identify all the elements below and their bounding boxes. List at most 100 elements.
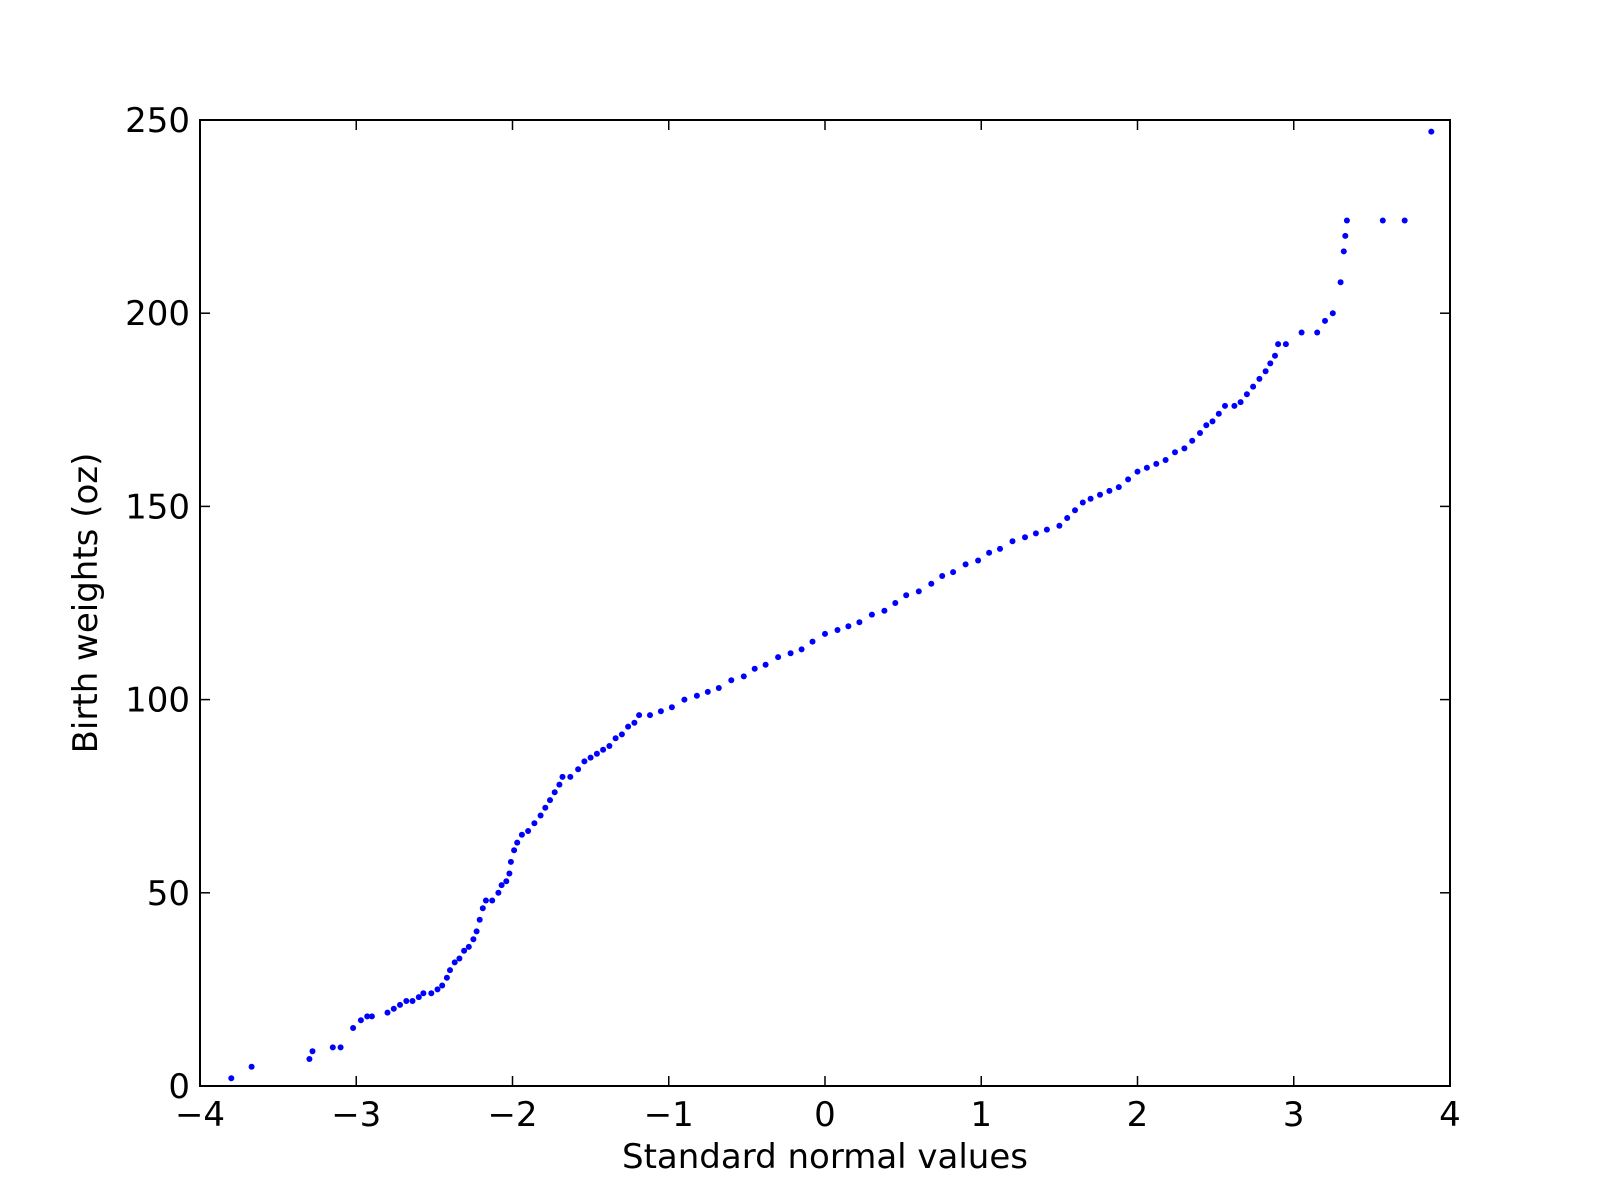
data-point <box>456 955 463 962</box>
y-axis-label: Birth weights (oz) <box>66 453 106 754</box>
data-point <box>1203 422 1210 429</box>
data-point <box>518 831 525 838</box>
data-point <box>1153 460 1160 467</box>
data-point <box>618 731 625 738</box>
data-point <box>403 998 410 1004</box>
data-point <box>1022 534 1028 541</box>
data-point <box>1428 128 1435 135</box>
data-point <box>473 928 480 935</box>
data-point <box>537 812 544 819</box>
y-tick-label: 100 <box>125 681 190 721</box>
data-point <box>762 661 769 668</box>
y-tick-label: 50 <box>147 874 190 914</box>
data-point <box>798 646 805 653</box>
data-point <box>531 820 538 827</box>
data-point <box>751 665 758 672</box>
data-point <box>892 600 899 606</box>
data-point <box>1282 341 1289 348</box>
data-point <box>1256 375 1263 382</box>
data-point <box>1267 360 1274 367</box>
data-point <box>775 654 782 661</box>
data-point <box>575 766 582 773</box>
x-tick-label: −2 <box>487 1095 537 1135</box>
data-point <box>337 1044 344 1051</box>
data-point <box>587 754 594 761</box>
data-point <box>476 916 483 923</box>
data-point <box>415 994 422 1001</box>
data-point <box>1043 526 1050 533</box>
data-point <box>1298 329 1305 336</box>
data-point <box>397 1001 403 1008</box>
data-point <box>470 936 477 943</box>
data-point <box>1134 468 1141 475</box>
data-point <box>495 889 502 896</box>
data-point <box>881 607 888 614</box>
data-point <box>1243 391 1250 398</box>
data-point <box>915 588 922 595</box>
data-point <box>409 998 416 1004</box>
data-point <box>681 696 688 703</box>
data-point <box>443 974 450 981</box>
data-point <box>542 804 549 811</box>
data-point <box>514 839 521 846</box>
data-point <box>612 735 619 742</box>
data-point <box>306 1056 313 1062</box>
data-point <box>451 959 458 966</box>
data-point <box>1087 495 1094 502</box>
data-point <box>1222 402 1228 409</box>
data-point <box>1314 329 1321 336</box>
data-point <box>606 743 613 749</box>
x-axis-label: Standard normal values <box>622 1137 1028 1177</box>
data-point <box>728 677 735 684</box>
data-point <box>1056 522 1063 529</box>
x-tick-label: 1 <box>970 1095 992 1135</box>
data-point <box>1115 484 1122 491</box>
data-point <box>975 557 982 564</box>
data-point <box>439 982 446 989</box>
data-point <box>868 611 875 618</box>
data-point <box>1322 317 1328 324</box>
data-point <box>350 1025 357 1031</box>
x-tick-label: −3 <box>331 1095 381 1135</box>
data-point <box>506 870 513 877</box>
data-point <box>482 897 489 904</box>
data-point <box>384 1009 391 1016</box>
data-point <box>668 704 675 711</box>
data-point <box>547 797 553 804</box>
data-point <box>503 878 510 885</box>
data-point <box>228 1075 235 1082</box>
data-point <box>581 758 588 765</box>
y-tick-label: 250 <box>125 101 190 141</box>
data-point <box>647 712 653 719</box>
data-point <box>489 897 496 904</box>
data-point <box>657 708 664 715</box>
data-point <box>1250 383 1257 390</box>
data-point <box>1379 217 1386 224</box>
data-point <box>1072 507 1078 514</box>
data-point <box>567 773 574 780</box>
data-point <box>939 573 946 579</box>
data-point <box>248 1063 255 1070</box>
data-point <box>1340 248 1347 255</box>
data-point <box>461 947 468 954</box>
data-point <box>525 828 532 834</box>
data-point <box>740 673 747 680</box>
data-point <box>498 882 505 889</box>
data-point <box>434 986 441 993</box>
data-point <box>1209 418 1216 425</box>
x-tick-label: 0 <box>814 1095 836 1135</box>
data-point <box>329 1044 336 1051</box>
data-point <box>809 638 816 645</box>
data-point <box>986 549 993 556</box>
x-tick-label: −1 <box>644 1095 694 1135</box>
data-point <box>1275 341 1282 348</box>
y-tick-label: 200 <box>125 294 190 334</box>
data-point <box>556 781 563 788</box>
data-point <box>551 789 558 796</box>
data-point <box>636 712 643 719</box>
data-point <box>834 627 841 633</box>
data-point <box>465 943 472 950</box>
data-point <box>428 990 435 997</box>
data-point <box>368 1013 375 1020</box>
